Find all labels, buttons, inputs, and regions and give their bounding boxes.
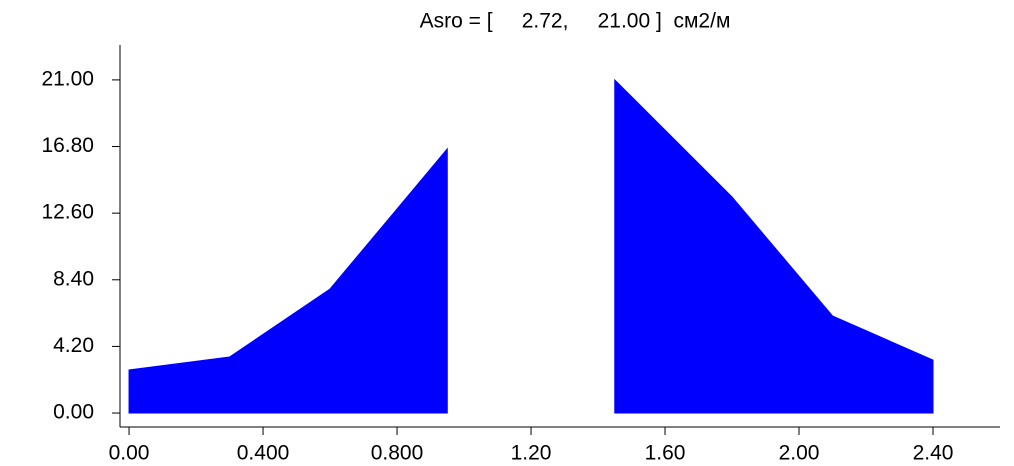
y-tick-label: 4.20 (53, 334, 94, 357)
y-tick-label: 0.00 (53, 401, 94, 424)
x-tick-label: 2.00 (779, 442, 820, 465)
y-tick-label: 16.80 (41, 134, 94, 157)
y-tick-label: 21.00 (41, 67, 94, 90)
chart-title: Asro = [ 2.72, 21.00 ] см2/м (420, 10, 731, 33)
y-tick-label: 8.40 (53, 267, 94, 290)
area (614, 78, 934, 414)
x-tick-label: 0.00 (109, 442, 150, 465)
y-tick-label: 12.60 (41, 201, 94, 224)
x-tick-label: 2.40 (913, 442, 954, 465)
x-tick-label: 0.800 (371, 442, 424, 465)
x-tick-label: 0.400 (237, 442, 290, 465)
x-tick-label: 1.60 (645, 442, 686, 465)
area (128, 147, 448, 414)
x-tick-label: 1.20 (511, 442, 552, 465)
